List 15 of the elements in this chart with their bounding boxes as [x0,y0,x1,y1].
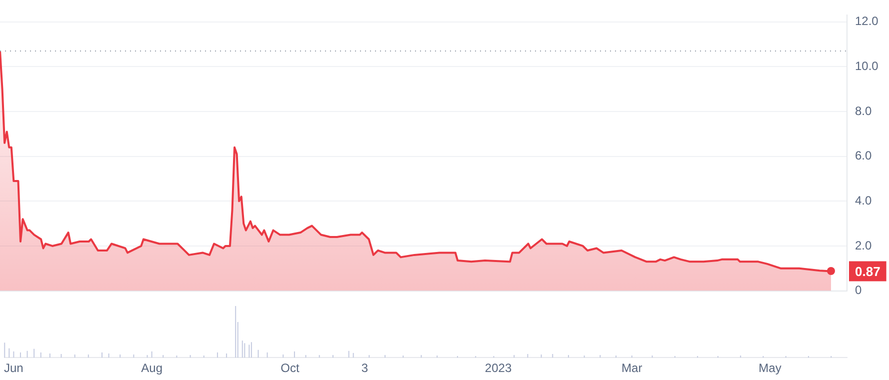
text: 0.87 [855,264,880,279]
y-tick-label: 4.0 [855,193,872,208]
x-tick-label: May [758,361,782,376]
y-tick-label: 2.0 [855,238,872,252]
y-tick-label: 10.0 [855,59,879,74]
x-tick-label: Oct [280,361,300,376]
x-tick-label: 2023 [484,361,512,376]
y-tick-label: 0 [855,283,862,298]
y-tick-label: 6.0 [855,148,872,163]
x-tick-label: Aug [141,361,162,376]
x-tick-label: 3 [361,361,368,376]
y-tick-label: 12.0 [855,14,879,28]
x-tick-label: Jun [4,361,24,376]
x-tick-label: Mar [622,361,642,376]
y-tick-label: 8.0 [855,104,872,118]
